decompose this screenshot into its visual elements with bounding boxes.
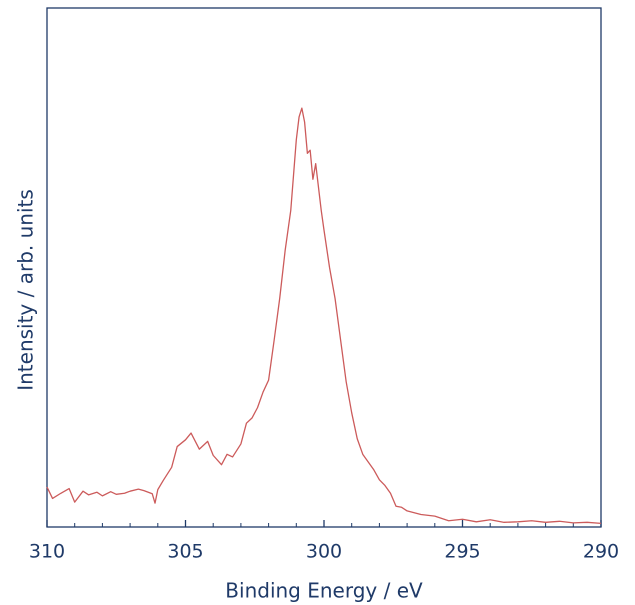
x-tick-label: 310 — [29, 541, 65, 563]
x-tick-label: 305 — [167, 541, 203, 563]
x-tick-label: 295 — [444, 541, 480, 563]
plot-frame — [46, 7, 602, 528]
y-axis-label: Intensity / arb. units — [14, 189, 38, 391]
x-tick-label: 290 — [583, 541, 619, 563]
x-tick-label: 300 — [306, 541, 342, 563]
spectrum-line — [46, 107, 602, 525]
x-axis-label: Binding Energy / eV — [225, 579, 423, 603]
